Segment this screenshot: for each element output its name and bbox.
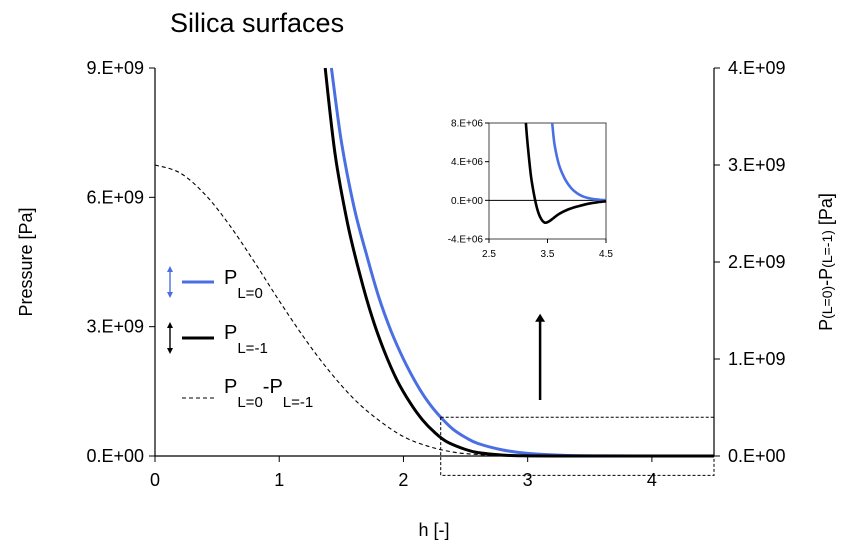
legend-label-p-lm1: PL=-1 (224, 322, 268, 357)
y2-label-text: [Pa] (816, 193, 836, 230)
main-axes: 0 1 2 3 4 0.E+00 3.E+09 6.E+09 9.E+09 0.E+00 1.E+0… (86, 58, 785, 490)
arrowhead-down-icon (167, 292, 173, 298)
legend-label-p-l0: PL=0 (224, 267, 263, 302)
inset-series-line-p-l0 (550, 122, 607, 202)
y-tick-label: 0.E+00 (86, 446, 144, 466)
legend-label-difference: PL=0-PL=-1 (224, 376, 313, 411)
y2-axis-label: P(L=0)-P(L=-1) [Pa] (816, 193, 836, 331)
y2-label-text: P (816, 319, 836, 331)
legend-subscript: L=0 (237, 285, 262, 302)
y2-label-subscript: (L=-1) (819, 230, 835, 268)
inset-y-tick-label: -4.E+06 (448, 235, 484, 246)
y-tick-label: 9.E+09 (86, 58, 144, 78)
arrowhead-up-icon (167, 266, 173, 272)
y2-tick-label: 1.E+09 (728, 349, 786, 369)
series-line-difference (154, 164, 714, 457)
main-series (154, 67, 715, 476)
y2-tick-label: 3.E+09 (728, 155, 786, 175)
legend-subscript: L=0 (237, 394, 262, 411)
legend-subscript: L=-1 (283, 394, 313, 411)
x-tick-label: 0 (150, 470, 160, 490)
zoom-box (440, 416, 715, 476)
legend: PL=0PL=-1PL=0-PL=-1 (167, 266, 313, 411)
legend-text: P (224, 322, 237, 344)
y2-label-text: -P (816, 268, 836, 286)
x-tick-label: 3 (523, 470, 533, 490)
x-axis-label: h [-] (418, 520, 449, 540)
arrowhead-down-icon (167, 348, 173, 354)
y-tick-label: 6.E+09 (86, 187, 144, 207)
inset-x-tick-label: 2.5 (482, 249, 496, 260)
y-tick-label: 3.E+09 (86, 317, 144, 337)
inset-x-tick-label: 4.5 (599, 249, 613, 260)
arrowhead-up-icon (167, 322, 173, 328)
y2-tick-label: 2.E+09 (728, 252, 786, 272)
x-tick-label: 1 (274, 470, 284, 490)
inset-y-tick-label: 4.E+06 (451, 157, 483, 168)
chart-title: Silica surfaces (170, 8, 344, 38)
y2-label-subscript: (L=0) (819, 286, 835, 319)
inset-series-line-p-lm1 (524, 122, 607, 225)
x-tick-label: 2 (398, 470, 408, 490)
inset-y-tick-label: 0.E+00 (451, 196, 483, 207)
inset-chart: 2.5 3.5 4.5 -4.E+06 0.E+00 4.E+06 8.E+06 (448, 119, 614, 261)
annotation-arrowhead (535, 313, 546, 322)
inset-x-tick-label: 3.5 (541, 249, 555, 260)
y2-tick-label: 0.E+00 (728, 446, 786, 466)
x-tick-label: 4 (647, 470, 657, 490)
y-axis-label: Pressure [Pa] (16, 207, 36, 316)
y2-tick-label: 4.E+09 (728, 58, 786, 78)
legend-subscript: L=-1 (237, 340, 267, 357)
inset-y-tick-label: 8.E+06 (451, 119, 483, 130)
legend-text: -P (263, 376, 283, 398)
legend-text: P (224, 267, 237, 289)
legend-text: P (224, 376, 237, 398)
